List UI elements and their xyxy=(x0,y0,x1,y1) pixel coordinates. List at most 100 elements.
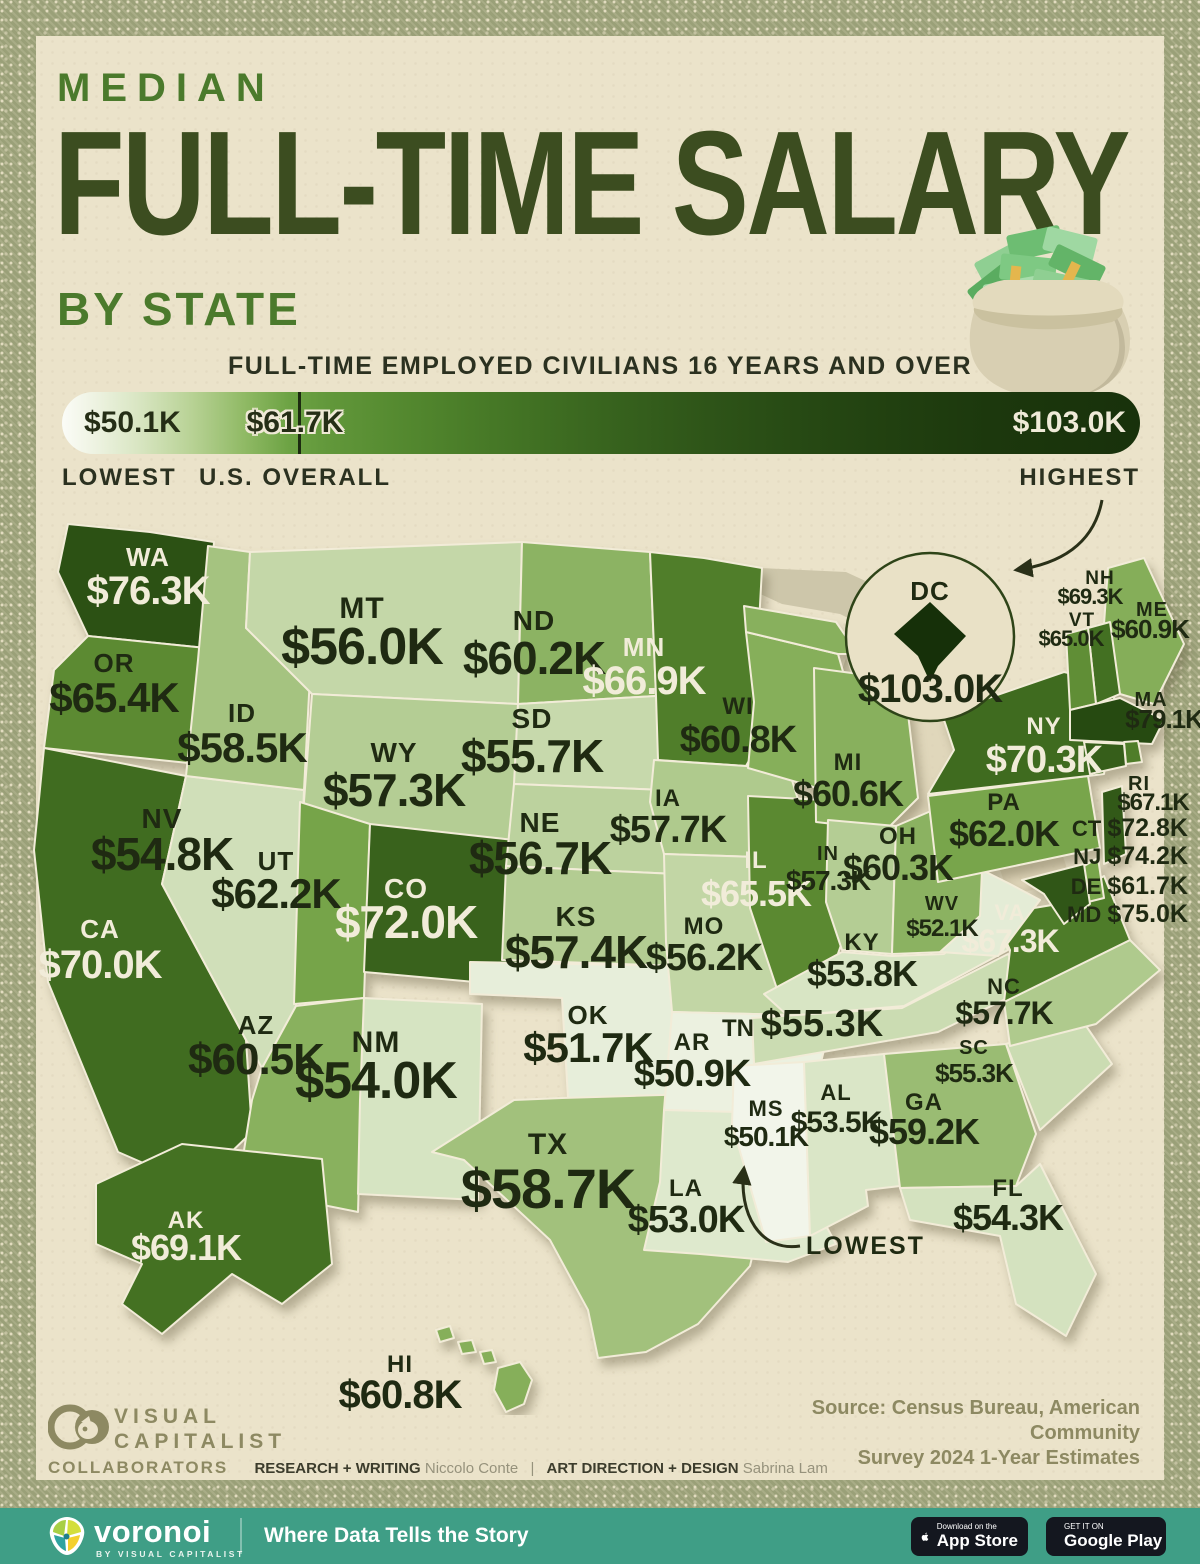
source-note: Source: Census Bureau, American Communit… xyxy=(740,1396,1140,1471)
state-value-hi: $60.8K xyxy=(339,1373,463,1415)
state-label-tn: TN $55.3K xyxy=(722,1003,884,1045)
state-value-nm: $54.0K xyxy=(295,1052,458,1110)
money-bag-illustration xyxy=(967,225,1131,399)
visual-capitalist-logo-icon xyxy=(48,1404,109,1450)
state-abbr-al: AL xyxy=(820,1080,851,1105)
state-value-ak: $69.1K xyxy=(131,1227,242,1268)
app-store-badge[interactable]: Download on the App Store xyxy=(911,1517,1028,1556)
google-play-line1: GET IT ON xyxy=(1064,1522,1104,1532)
state-abbr-in: IN xyxy=(817,843,839,865)
state-value-ks: $57.4K xyxy=(505,926,648,978)
source-line1: Source: Census Bureau, American Communit… xyxy=(811,1397,1140,1444)
state-abbr-mi: MI xyxy=(834,749,863,776)
state-ri xyxy=(1123,740,1143,765)
legend-min-value: $50.1K xyxy=(84,406,181,439)
state-ma xyxy=(1069,697,1165,745)
state-value-me: $60.9K xyxy=(1111,614,1190,644)
voronoi-app-bar: voronoi BY VISUAL CAPITALIST Where Data … xyxy=(0,1508,1200,1564)
state-value-or: $65.4K xyxy=(49,674,179,721)
state-abbr-ny: NY xyxy=(1026,713,1061,740)
state-abbr-ma: MA xyxy=(1134,689,1167,711)
state-value-fl: $54.3K xyxy=(953,1197,1064,1238)
state-value-pa: $62.0K xyxy=(949,813,1060,854)
state-abbr-sd: SD xyxy=(512,703,553,734)
state-abbr-nd: ND xyxy=(513,605,555,636)
state-value-al: $53.5K xyxy=(791,1106,883,1139)
google-play-badge[interactable]: GET IT ON Google Play xyxy=(1046,1517,1166,1556)
page-title: FULL-TIME SALARY xyxy=(54,101,1130,266)
highest-arrow xyxy=(1013,499,1104,578)
credit-design-label: ART DIRECTION + DESIGN xyxy=(546,1460,739,1477)
legend-max-value: $103.0K xyxy=(1012,406,1126,439)
state-abbr-nv: NV xyxy=(142,803,183,834)
state-value-wy: $57.3K xyxy=(323,764,466,816)
state-abbr-va: VA xyxy=(995,900,1026,925)
credit-design-name: Sabrina Lam xyxy=(742,1460,828,1477)
google-play-line2: Google Play xyxy=(1064,1530,1163,1550)
state-value-wv: $52.1K xyxy=(906,915,979,942)
state-abbr-fl: FL xyxy=(992,1175,1023,1202)
state-value-id: $58.5K xyxy=(177,724,307,771)
states-layer xyxy=(33,523,1185,1413)
vc-logo-line2: CAPITALIST xyxy=(114,1430,287,1454)
voronoi-brand-sub: BY VISUAL CAPITALIST xyxy=(96,1549,245,1559)
legend-overall-label: U.S. OVERALL xyxy=(198,464,392,491)
state-md xyxy=(1021,863,1091,925)
state-value-nv: $54.8K xyxy=(91,828,234,880)
state-value-tx: $58.7K xyxy=(461,1157,636,1220)
state-abbr-la: LA xyxy=(669,1175,703,1202)
state-value-mn: $66.9K xyxy=(583,659,707,703)
state-value-wi: $60.8K xyxy=(680,719,798,761)
lowest-arrow xyxy=(732,1165,801,1249)
state-abbr-ok: OK xyxy=(568,1000,609,1030)
state-abbr-tx: TX xyxy=(528,1128,568,1161)
state-value-mt: $56.0K xyxy=(281,618,444,676)
state-abbr-ky: KY xyxy=(844,929,879,956)
state-label-md: MD $75.0K xyxy=(1067,900,1188,928)
state-hi xyxy=(435,1325,455,1343)
state-abbr-mo: MO xyxy=(684,913,725,940)
state-labels-layer: WA$76.3K OR$65.4K CA$70.0K NV$54.8K ID$58.5K… xyxy=(39,542,1200,1415)
state-value-nd: $60.2K xyxy=(463,632,606,684)
state-value-nc: $57.7K xyxy=(955,995,1053,1031)
state-value-mi: $60.6K xyxy=(793,773,904,814)
state-value-vt: $65.0K xyxy=(1039,626,1105,651)
state-abbr-ms: MS xyxy=(749,1096,784,1121)
kicker-text: MEDIAN xyxy=(57,66,275,110)
visual-capitalist-logo-text: VISUAL CAPITALIST xyxy=(114,1404,286,1454)
state-value-ne: $56.7K xyxy=(469,832,612,884)
state-abbr-pa: PA xyxy=(987,789,1021,816)
state-abbr-co: CO xyxy=(384,873,428,904)
legend-overall-value: $61.7K xyxy=(246,406,344,439)
state-abbr-ak: AK xyxy=(168,1207,205,1234)
state-label-de: DE $61.7K xyxy=(1071,872,1188,900)
state-hi xyxy=(457,1339,477,1355)
state-abbr-ne: NE xyxy=(520,807,561,838)
voronoi-brand: voronoi xyxy=(94,1514,212,1549)
state-value-ca: $70.0K xyxy=(39,943,163,987)
state-value-sd: $55.7K xyxy=(461,730,604,782)
state-value-az: $60.5K xyxy=(188,1035,325,1084)
voronoi-logo-icon xyxy=(49,1517,85,1555)
state-ga xyxy=(883,1043,1037,1189)
subtitle: FULL-TIME EMPLOYED CIVILIANS 16 YEARS AN… xyxy=(227,352,973,380)
state-abbr-mt: MT xyxy=(339,592,384,625)
state-abbr-ks: KS xyxy=(556,901,597,932)
dc-callout: DC $103.0K xyxy=(844,551,1016,723)
bag-body xyxy=(969,280,1131,399)
credit-separator: | xyxy=(530,1460,535,1477)
state-abbr-nh: NH xyxy=(1085,568,1114,589)
credit-research-name: Niccolo Conte xyxy=(424,1460,519,1477)
state-value-il: $65.5K xyxy=(701,873,812,914)
state-abbr-ga: GA xyxy=(905,1089,943,1116)
state-abbr-wv: WV xyxy=(925,893,959,915)
state-fl xyxy=(899,1163,1097,1337)
state-abbr-id: ID xyxy=(228,698,256,728)
appbar-divider xyxy=(240,1518,242,1554)
state-abbr-me: ME xyxy=(1136,599,1168,621)
legend-gradient-bar xyxy=(62,392,1140,454)
credit-research-label: RESEARCH + WRITING xyxy=(254,1460,421,1477)
state-value-ut: $62.2K xyxy=(211,870,341,917)
state-value-la: $53.0K xyxy=(628,1199,746,1241)
